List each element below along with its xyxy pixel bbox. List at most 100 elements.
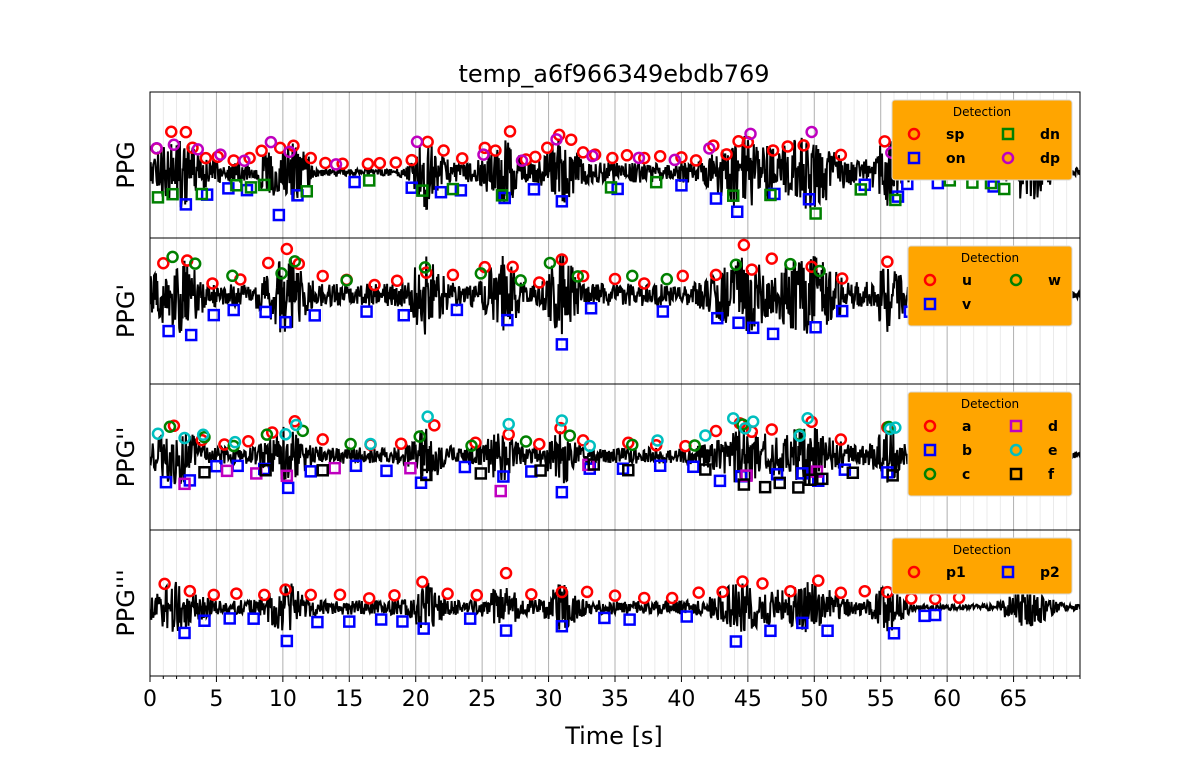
marker-p2 bbox=[887, 627, 901, 640]
marker-f bbox=[420, 468, 433, 482]
marker-w bbox=[288, 255, 302, 268]
marker-u bbox=[446, 268, 460, 282]
marker-b bbox=[281, 481, 295, 495]
marker-on bbox=[730, 205, 744, 219]
marker-c bbox=[344, 437, 357, 451]
marker-v bbox=[656, 305, 670, 318]
legend-swatch-w bbox=[1009, 273, 1023, 287]
panel-2: PPG' Detection u w v bbox=[112, 237, 1081, 385]
marker-d bbox=[328, 461, 341, 475]
marker-p1 bbox=[637, 591, 651, 605]
marker-u bbox=[737, 238, 751, 252]
marker-b bbox=[838, 463, 852, 476]
marker-on bbox=[527, 183, 541, 196]
marker-v bbox=[227, 303, 240, 317]
marker-p1 bbox=[608, 589, 622, 602]
x-tick-label: 35 bbox=[601, 687, 629, 712]
marker-dn bbox=[998, 182, 1011, 196]
x-tick-label: 15 bbox=[335, 687, 363, 712]
marker-dp bbox=[805, 125, 818, 139]
marker-on bbox=[222, 182, 235, 195]
legend-title: Detection bbox=[953, 543, 1011, 557]
marker-e bbox=[502, 417, 515, 431]
marker-on bbox=[555, 195, 569, 208]
marker-p2 bbox=[680, 610, 693, 623]
marker-sp bbox=[797, 139, 810, 152]
marker-sp bbox=[455, 152, 469, 165]
panel-3: PPG'' Detection a d b e c f bbox=[112, 383, 1081, 531]
marker-b bbox=[304, 465, 318, 478]
marker-v bbox=[501, 313, 514, 327]
marker-dn bbox=[244, 181, 258, 194]
marker-u bbox=[576, 269, 590, 283]
marker-w bbox=[340, 274, 353, 287]
legend-label-w: w bbox=[1048, 273, 1061, 289]
legend-swatch-p2 bbox=[1001, 565, 1015, 579]
marker-e bbox=[583, 439, 597, 453]
marker-dn bbox=[764, 188, 777, 202]
marker-p1 bbox=[580, 585, 594, 599]
x-tick-label: 45 bbox=[734, 687, 762, 712]
marker-sp bbox=[620, 149, 634, 162]
x-tick-label: 5 bbox=[209, 687, 223, 712]
marker-v bbox=[746, 321, 760, 335]
legend-label-b: b bbox=[962, 443, 972, 459]
marker-dp bbox=[477, 148, 490, 161]
marker-a bbox=[428, 419, 441, 432]
marker-dp bbox=[668, 153, 682, 167]
marker-e bbox=[883, 422, 897, 436]
marker-dp bbox=[744, 127, 757, 141]
marker-f bbox=[758, 480, 772, 494]
marker-p1 bbox=[362, 592, 376, 605]
marker-dp bbox=[167, 138, 181, 152]
x-axis-label: Time [s] bbox=[564, 722, 663, 750]
x-tick-label: 10 bbox=[269, 687, 297, 712]
marker-b bbox=[796, 467, 809, 480]
marker-p2 bbox=[223, 612, 236, 625]
marker-sp bbox=[336, 157, 349, 171]
marker-sp bbox=[878, 135, 891, 148]
marker-w bbox=[275, 267, 288, 280]
legend-label-u: u bbox=[962, 273, 972, 289]
marker-u bbox=[608, 272, 622, 286]
legend-label-e: e bbox=[1048, 443, 1058, 459]
marker-e bbox=[364, 437, 377, 451]
marker-u bbox=[765, 252, 779, 265]
marker-w bbox=[660, 272, 674, 286]
marker-sp bbox=[437, 144, 450, 157]
marker-b bbox=[497, 470, 510, 483]
legend-label-p1: p1 bbox=[946, 565, 966, 581]
legend-box bbox=[891, 537, 1073, 595]
x-tick-label: 60 bbox=[933, 687, 961, 712]
marker-f bbox=[773, 476, 786, 490]
marker-e bbox=[651, 434, 664, 447]
marker-p2 bbox=[247, 612, 260, 625]
marker-p2 bbox=[343, 615, 356, 628]
legend: Detection u w v bbox=[907, 245, 1073, 327]
marker-p1 bbox=[183, 584, 197, 598]
x-tick-label: 55 bbox=[867, 687, 895, 712]
marker-on bbox=[709, 192, 723, 205]
marker-c bbox=[519, 435, 533, 448]
marker-v bbox=[259, 305, 272, 319]
marker-sp bbox=[606, 151, 619, 165]
marker-f bbox=[622, 463, 635, 477]
marker-dp bbox=[550, 133, 563, 146]
marker-p2 bbox=[623, 613, 636, 626]
marker-e bbox=[889, 421, 902, 434]
marker-w bbox=[188, 257, 202, 270]
marker-dn bbox=[195, 187, 209, 201]
marker-f bbox=[316, 464, 329, 477]
marker-b bbox=[349, 459, 363, 473]
marker-w bbox=[418, 261, 432, 274]
legend-swatch-a bbox=[923, 419, 937, 433]
marker-u bbox=[390, 274, 404, 287]
marker-sp bbox=[373, 156, 387, 170]
marker-dp bbox=[632, 151, 646, 165]
legend-label-p2: p2 bbox=[1040, 565, 1060, 581]
legend-label-a: a bbox=[962, 419, 971, 435]
legend-box bbox=[907, 245, 1073, 327]
marker-p1 bbox=[499, 566, 513, 580]
marker-on bbox=[891, 190, 905, 203]
